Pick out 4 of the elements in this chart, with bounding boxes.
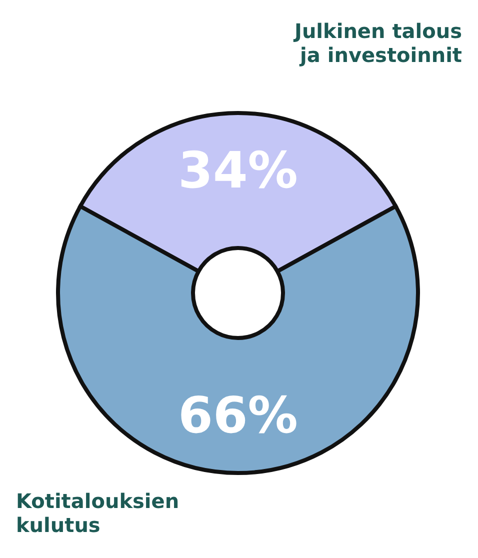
data-label: 66% [178, 386, 298, 444]
slice-label: Julkinen talous ja investoinnit [292, 19, 462, 67]
data-label: 34% [178, 142, 298, 200]
slice-label: Kotitalouksien kulutus [16, 489, 180, 537]
